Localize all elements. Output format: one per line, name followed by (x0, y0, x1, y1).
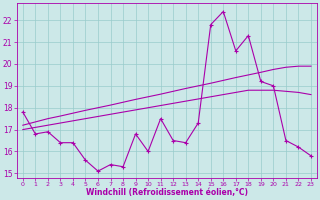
X-axis label: Windchill (Refroidissement éolien,°C): Windchill (Refroidissement éolien,°C) (86, 188, 248, 197)
